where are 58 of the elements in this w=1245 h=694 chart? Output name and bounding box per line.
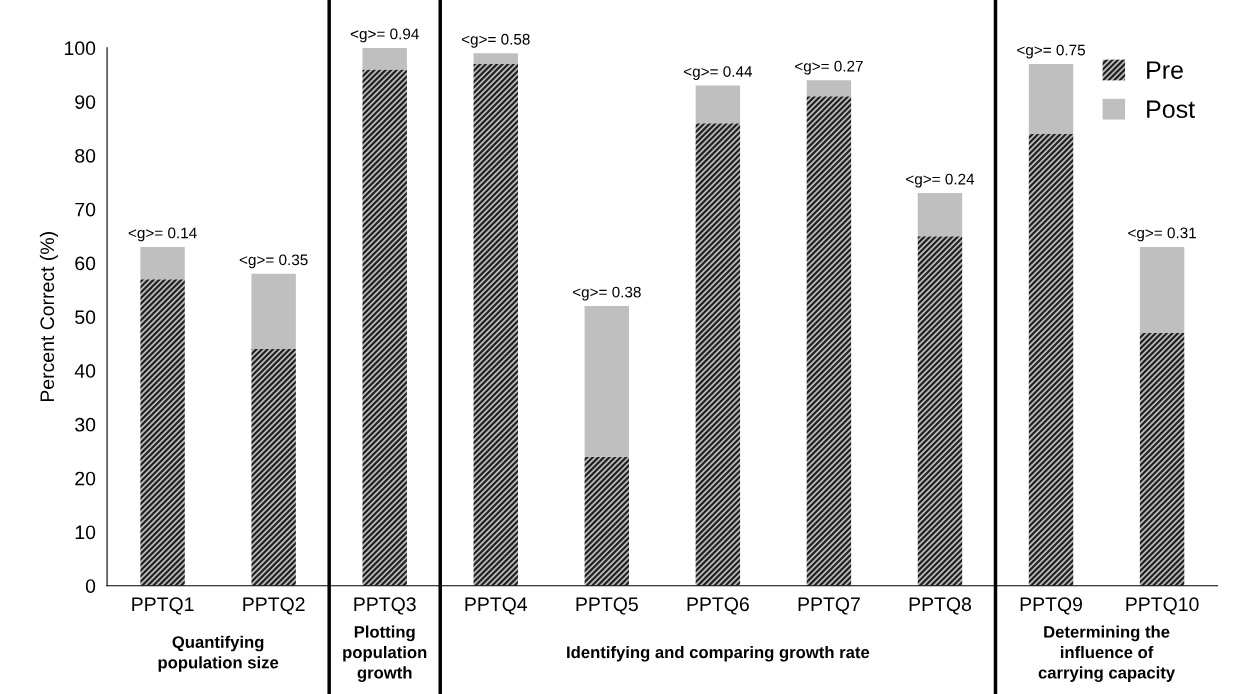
bar xyxy=(584,306,630,457)
bar xyxy=(917,236,963,586)
bar xyxy=(917,193,963,237)
y-axis-title: Percent Correct (%) xyxy=(39,232,58,402)
y-tick-label: 90 xyxy=(75,95,96,109)
data-label: <g>= 0.24 xyxy=(906,173,975,188)
y-tick-label: 80 xyxy=(75,148,96,163)
text: Determining the influence of carrying capacity xyxy=(1038,625,1176,682)
data-label: <g>= 0.38 xyxy=(572,286,641,301)
data-label: <g>= 0.35 xyxy=(239,254,308,269)
x-tick-label: PPTQ1 xyxy=(132,597,194,615)
bar xyxy=(251,273,296,350)
bar xyxy=(140,246,185,280)
x-tick-label: PPTQ8 xyxy=(909,597,972,615)
text: Quantifying population size xyxy=(158,635,279,672)
data-label: <g>= 0.75 xyxy=(1017,44,1086,59)
x-tick-label: PPTQ4 xyxy=(465,597,528,615)
legend-label: Pre xyxy=(1147,61,1183,79)
data-label: <g>= 0.58 xyxy=(461,33,530,48)
bar xyxy=(362,47,407,70)
y-tick-label: 0 xyxy=(85,579,96,593)
data-label: <g>= 0.27 xyxy=(795,60,863,75)
x-tick-label: PPTQ6 xyxy=(687,597,749,615)
data-label: <g>= 0.94 xyxy=(350,28,419,43)
bar xyxy=(140,279,185,586)
x-tick-label: PPTQ9 xyxy=(1020,597,1082,615)
x-tick-label: PPTQ10 xyxy=(1126,597,1199,615)
data-label: <g>= 0.31 xyxy=(1128,227,1196,242)
data-label: <g>= 0.14 xyxy=(128,227,197,242)
bar xyxy=(806,80,852,97)
bar xyxy=(1139,246,1185,333)
bar xyxy=(584,456,630,586)
bar xyxy=(362,69,407,586)
y-tick-label: 70 xyxy=(75,202,96,217)
y-tick-label: 10 xyxy=(75,525,96,540)
bar xyxy=(473,53,518,65)
text: Identifying and comparing growth rate xyxy=(567,645,870,662)
y-tick-label: 40 xyxy=(74,364,96,378)
bar xyxy=(473,64,518,586)
data-label: <g>= 0.44 xyxy=(684,66,753,80)
x-tick-label: PPTQ2 xyxy=(243,597,305,615)
y-tick-label: 50 xyxy=(75,310,96,325)
y-tick-label: 100 xyxy=(65,41,96,56)
bar xyxy=(1028,133,1074,586)
y-tick-label: 20 xyxy=(75,471,96,486)
text: Plotting population growth xyxy=(343,625,427,682)
bar xyxy=(806,96,852,586)
legend-label: Post xyxy=(1147,100,1195,119)
x-tick-label: PPTQ7 xyxy=(798,597,860,615)
x-tick-label: PPTQ3 xyxy=(354,597,416,615)
y-tick-label: 30 xyxy=(75,417,96,432)
x-tick-label: PPTQ5 xyxy=(576,597,638,615)
bar xyxy=(1028,64,1074,134)
y-tick-label: 60 xyxy=(75,256,96,271)
bar xyxy=(1139,332,1185,586)
bar xyxy=(251,349,296,586)
bar xyxy=(695,85,741,124)
bar xyxy=(695,123,741,586)
